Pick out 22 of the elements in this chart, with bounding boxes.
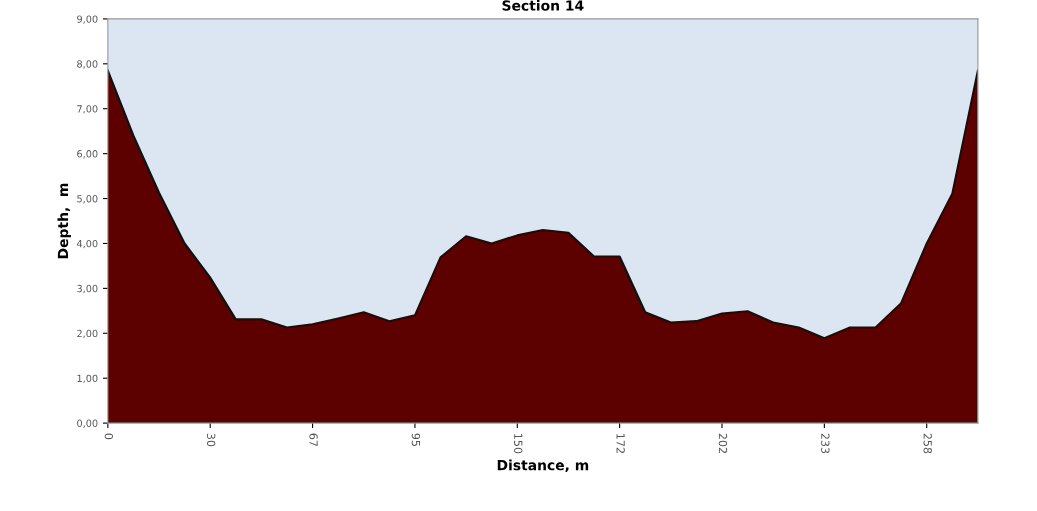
y-tick-label: 1,00 bbox=[77, 374, 98, 384]
x-tick-label: 30 bbox=[206, 433, 216, 447]
y-tick-label: 0,00 bbox=[77, 419, 98, 428]
y-tick-label: 8,00 bbox=[77, 60, 98, 69]
x-tick-label: 233 bbox=[821, 433, 830, 454]
y-tick-label: 6,00 bbox=[77, 150, 98, 159]
y-tick-label: 2,00 bbox=[77, 329, 98, 339]
y-axis-title: Depth, m bbox=[57, 183, 71, 259]
x-tick-label: 67 bbox=[309, 433, 318, 447]
y-tick-label: 9,00 bbox=[77, 15, 98, 24]
y-tick-label: 5,00 bbox=[77, 195, 98, 204]
y-tick-label: 3,00 bbox=[77, 284, 98, 294]
x-tick-label: 202 bbox=[718, 433, 728, 453]
x-tick-label: 0 bbox=[104, 433, 114, 440]
x-tick-label: 95 bbox=[411, 433, 421, 446]
y-tick-label: 4,00 bbox=[76, 239, 98, 249]
x-tick-label: 258 bbox=[923, 433, 932, 454]
x-axis-title: Distance, m bbox=[497, 459, 589, 473]
y-tick-label: 7,00 bbox=[77, 105, 98, 114]
x-tick-label: 172 bbox=[616, 434, 625, 453]
chart-title: Section 14 bbox=[502, 0, 584, 11]
x-tick-label: 150 bbox=[514, 434, 523, 454]
